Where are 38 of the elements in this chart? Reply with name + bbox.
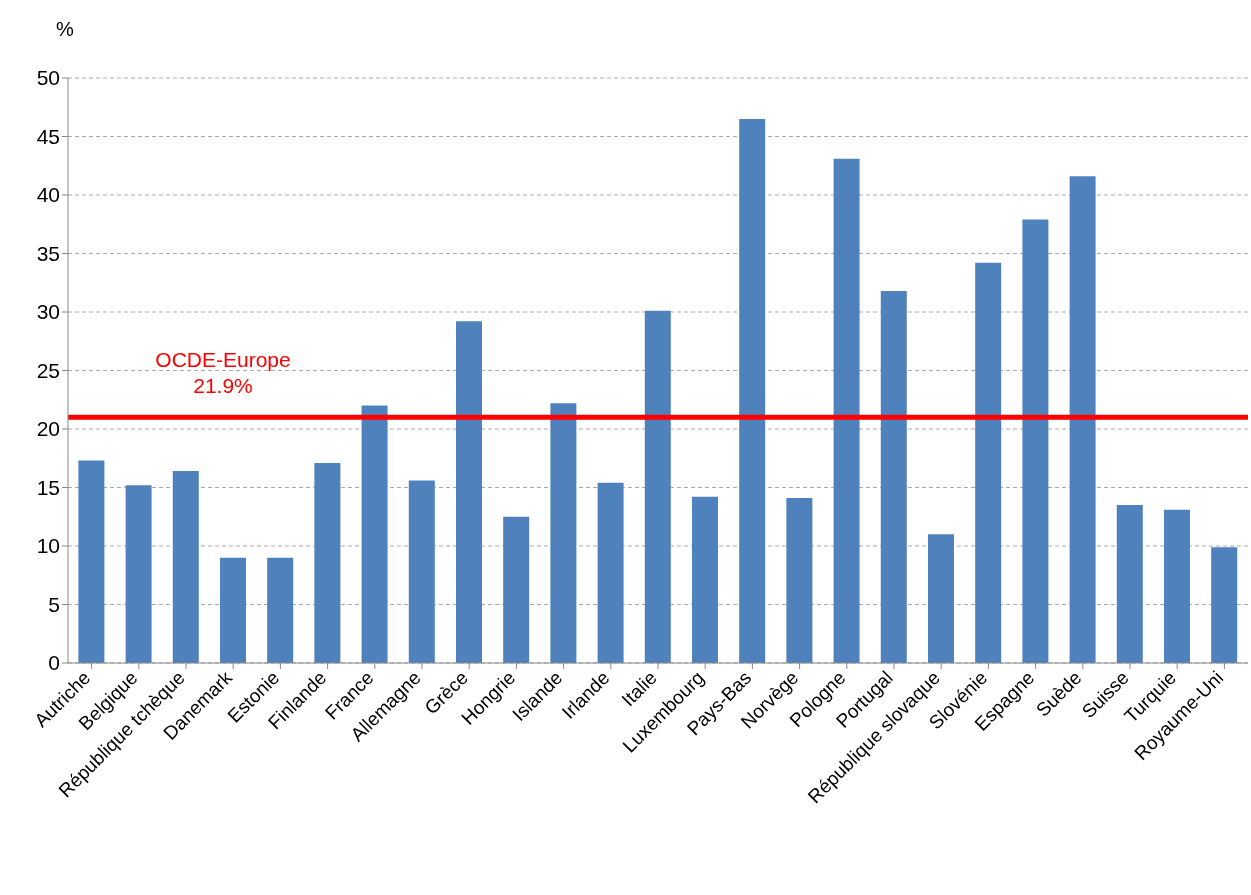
y-tick-label: 10 [36, 534, 60, 558]
ref-line-label: OCDE-Europe 21.9% [155, 348, 291, 398]
y-tick-label: 25 [36, 358, 60, 382]
y-tick-label: 45 [36, 124, 60, 148]
bar [880, 290, 907, 663]
y-tick-label: 15 [36, 475, 60, 499]
bar [78, 460, 105, 663]
y-tick-label: 20 [36, 417, 60, 441]
y-tick-label: 0 [48, 651, 60, 675]
bar [691, 496, 718, 663]
bar [1116, 505, 1143, 663]
bar [125, 485, 152, 663]
bar [219, 557, 246, 663]
bar [739, 118, 766, 663]
bar [1069, 176, 1096, 663]
bar [172, 471, 199, 663]
bar [550, 403, 577, 663]
bar [786, 498, 813, 663]
bar [1211, 547, 1238, 663]
bar [267, 557, 294, 663]
bar [408, 480, 435, 663]
y-tick-label: 35 [36, 241, 60, 265]
y-axis-title: % [56, 18, 74, 41]
bar [927, 534, 954, 663]
bar [1022, 219, 1049, 663]
y-tick-label: 30 [36, 300, 60, 324]
y-tick-label: 5 [48, 592, 60, 616]
bar [503, 516, 530, 663]
bar [644, 310, 671, 663]
bar [314, 462, 341, 663]
bar [975, 262, 1002, 663]
bar [1163, 509, 1190, 663]
bar [833, 158, 860, 663]
bar [455, 321, 482, 663]
y-tick-label: 50 [36, 66, 60, 90]
bar [597, 482, 624, 663]
y-tick-label: 40 [36, 183, 60, 207]
bar [361, 405, 388, 663]
